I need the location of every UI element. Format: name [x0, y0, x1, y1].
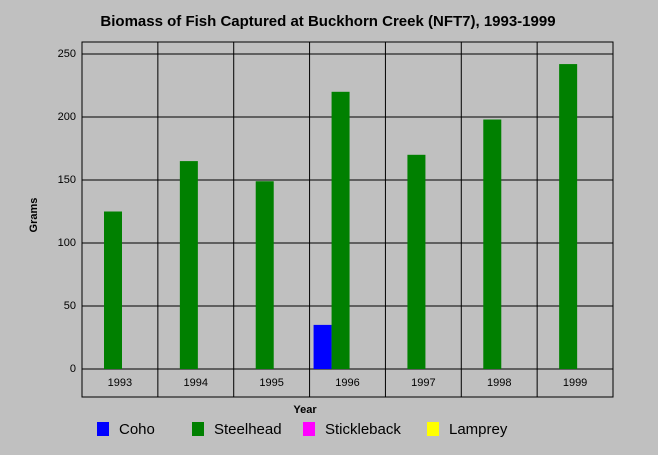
x-tick-label: 1993 [108, 377, 132, 389]
legend-swatch [427, 422, 439, 436]
x-tick-label: 1998 [487, 377, 511, 389]
bar [407, 154, 426, 369]
x-tick-label: 1994 [184, 377, 208, 389]
bar [313, 324, 332, 369]
y-tick-label: 250 [58, 48, 76, 60]
x-tick-label: 1997 [411, 377, 435, 389]
legend-label: Coho [119, 421, 155, 438]
bar [559, 64, 578, 369]
y-tick-label: 100 [58, 237, 76, 249]
legend-swatch [303, 422, 315, 436]
bar [255, 181, 274, 369]
y-tick-label: 150 [58, 174, 76, 186]
bar [483, 119, 502, 370]
x-tick-label: 1999 [563, 377, 587, 389]
plot-frame [81, 41, 614, 398]
bar [179, 161, 198, 369]
legend-swatch [192, 422, 204, 436]
legend-swatch [97, 422, 109, 436]
y-tick-label: 0 [70, 363, 76, 375]
bar [331, 91, 350, 370]
legend-label: Stickleback [325, 421, 401, 438]
y-tick-label: 50 [64, 300, 76, 312]
x-tick-label: 1995 [259, 377, 283, 389]
y-tick-label: 200 [58, 111, 76, 123]
chart-title: Biomass of Fish Captured at Buckhorn Cre… [100, 13, 555, 30]
legend-label: Steelhead [214, 421, 282, 438]
x-tick-label: 1996 [335, 377, 359, 389]
bar [104, 211, 122, 369]
y-axis-label: Grams [28, 198, 40, 233]
legend-label: Lamprey [449, 421, 508, 438]
x-axis-label: Year [293, 404, 317, 416]
